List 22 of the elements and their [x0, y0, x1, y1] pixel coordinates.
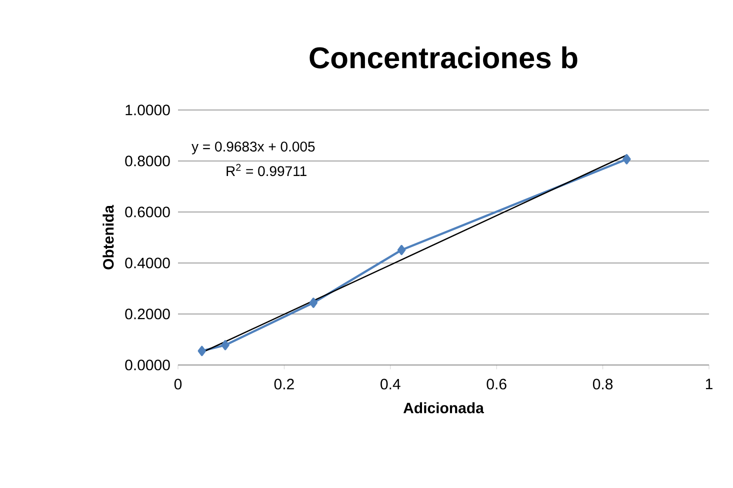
- point: [397, 244, 406, 256]
- x-tick-label: 0.2: [274, 378, 294, 390]
- chart-title: Concentraciones b: [310, 46, 578, 68]
- y-tick-label: 0.6000: [125, 206, 170, 218]
- annotation: y = 0.9683x + 0.005: [192, 142, 315, 154]
- point: [198, 346, 206, 356]
- point: [622, 154, 631, 164]
- y-tick-label: 1.0000: [126, 104, 170, 116]
- y-axis-title: Obtenida: [102, 204, 114, 270]
- point: [221, 340, 230, 350]
- y-tick-label: 0.0000: [125, 360, 170, 370]
- point: [309, 298, 318, 308]
- x-tick-label: 0.8: [592, 378, 613, 390]
- annotation: R$^{2}$ = 0.99711: [226, 164, 306, 176]
- y-tick-label: 0.4000: [125, 258, 170, 268]
- x-axis-title: Adicionada: [403, 402, 484, 414]
- x-tick-label: 0.6: [486, 378, 506, 390]
- y-tick-label: 0.2000: [125, 308, 170, 320]
- x-tick-label: 0.4: [380, 378, 400, 390]
- x-tick-label: 1: [706, 378, 712, 390]
- x-tick-label: 0: [174, 378, 182, 390]
- y-tick-label: 0.8000: [125, 156, 170, 166]
